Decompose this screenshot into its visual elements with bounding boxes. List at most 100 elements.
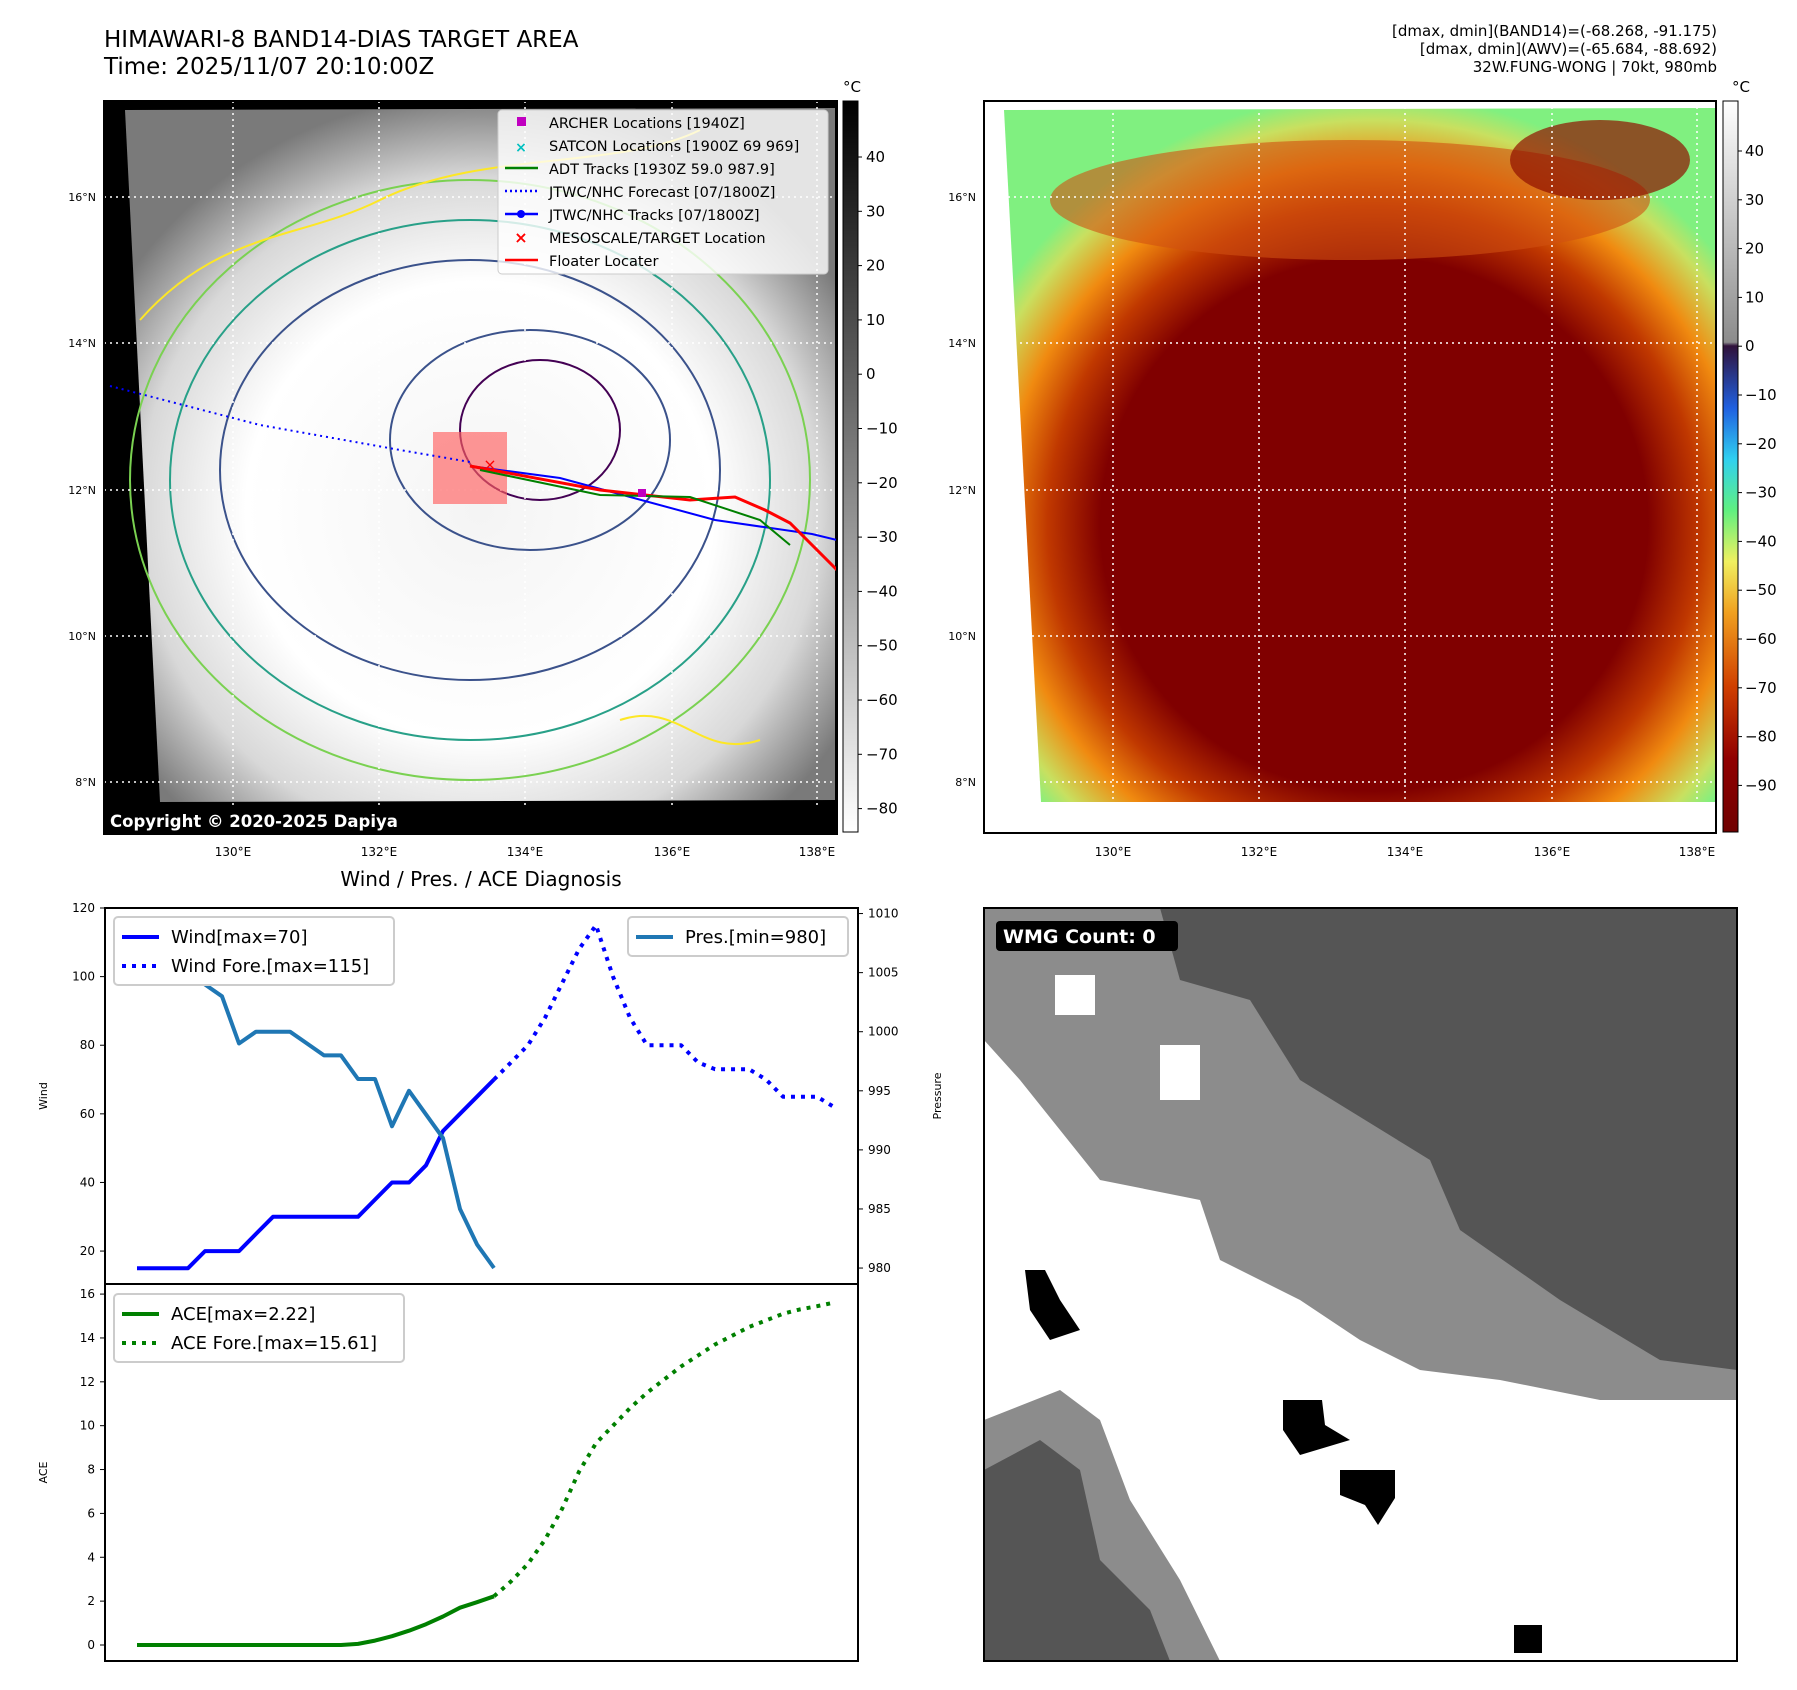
lat-label: 10°N	[948, 630, 976, 643]
wmg-count-label: WMG Count: 0	[1003, 926, 1156, 948]
lon-label: 134°E	[507, 845, 544, 859]
lat-label: 14°N	[68, 337, 96, 350]
y-right-tick-label: 990	[868, 1143, 891, 1157]
lon-label: 130°E	[1095, 845, 1132, 859]
series-line-wind	[137, 1078, 496, 1271]
legend-label: Wind[max=70]	[171, 927, 308, 948]
legend-label: ACE[max=2.22]	[171, 1304, 315, 1325]
colorbar-tick-label: −70	[1745, 679, 1777, 697]
colorbar-tick-label: −10	[866, 420, 898, 438]
y-tick-label: 4	[87, 1550, 95, 1564]
chart-title: Wind / Pres. / ACE Diagnosis	[340, 867, 621, 891]
legend-label: Pres.[min=980]	[685, 927, 826, 948]
lat-labels-right: 16°N 14°N 12°N 10°N 8°N	[948, 191, 976, 789]
ace-chart: 0 2 4 6 8 10 12 14 16 ACE ACE[max=2.22] ACE Fore.[m…	[37, 1283, 859, 1662]
legend-label: Wind Fore.[max=115]	[171, 956, 369, 977]
y-tick-label: 2	[87, 1594, 95, 1608]
colorbar-tick-label: −80	[1745, 728, 1777, 746]
figure-time: Time: 2025/11/07 20:10:00Z	[104, 54, 435, 80]
y-tick-label: 20	[80, 1244, 95, 1258]
colorbar-right: °C 40 30 20 10 0 −10 −20 −30 −40 −50 −60 −70 −80 −90	[1722, 78, 1777, 833]
contour-line	[389, 329, 671, 551]
wmg-cell	[1025, 1270, 1080, 1340]
series-line-wind-fore-	[492, 923, 836, 1109]
colorbar-tick-label: 30	[866, 202, 885, 220]
colorbar-tick-label: −20	[1745, 435, 1777, 453]
y-axis-label: ACE	[37, 1461, 50, 1483]
ir-map-right	[984, 101, 1716, 833]
colorbar-tick-label: −80	[866, 800, 898, 818]
series-line-ace	[137, 1594, 495, 1647]
info-block: [dmax, dmin](BAND14)=(-68.268, -91.175) …	[1392, 22, 1717, 76]
lon-labels-left: 130°E 132°E 134°E 136°E 138°E	[215, 845, 836, 859]
wmg-cell	[1514, 1625, 1542, 1653]
colorbar-tick-label: 20	[866, 257, 885, 275]
info-band14: [dmax, dmin](BAND14)=(-68.268, -91.175)	[1392, 22, 1717, 40]
colorbar-tick-label: 30	[1745, 191, 1764, 209]
colorbar-tick-label: −60	[866, 691, 898, 709]
chart-legend	[113, 916, 395, 986]
floater-track	[469, 464, 837, 572]
square-marker-icon	[517, 117, 526, 126]
info-awv: [dmax, dmin](AWV)=(-65.684, -88.692)	[1419, 40, 1717, 58]
legend-label: JTWC/NHC Tracks [07/1800Z]	[548, 208, 760, 224]
legend-label: Floater Locater	[549, 254, 658, 270]
wmg-cell	[1340, 1470, 1395, 1525]
lat-label: 14°N	[948, 337, 976, 350]
lon-label: 132°E	[361, 845, 398, 859]
archer-marker	[638, 489, 646, 497]
y-right-tick-label: 985	[868, 1202, 891, 1216]
y-right-tick-label: 995	[868, 1084, 891, 1098]
legend-label: ACE Fore.[max=15.61]	[171, 1333, 377, 1354]
y-tick-label: 100	[72, 970, 95, 984]
y-tick-label: 60	[80, 1107, 95, 1121]
legend-label: ADT Tracks [1930Z 59.0 987.9]	[549, 162, 775, 178]
colorbar-tick-label: −50	[1745, 581, 1777, 599]
storm-info: 32W.FUNG-WONG | 70kt, 980mb	[1472, 58, 1717, 76]
colorbar-left: °C 40 30 20 10 0 −10 −20 −30 −40 −50 −60 −70 −80	[842, 78, 898, 833]
wmg-panel	[984, 908, 1737, 1661]
copyright-label: Copyright © 2020-2025 Dapiya	[110, 812, 398, 831]
lon-label: 136°E	[654, 845, 691, 859]
jtwc-track	[469, 465, 837, 541]
legend-label: MESOSCALE/TARGET Location	[549, 231, 766, 247]
colorbar-tick-label: 40	[1745, 142, 1764, 160]
colorbar-tick-label: 0	[866, 365, 876, 383]
lat-label: 12°N	[68, 484, 96, 497]
y-tick-label: 8	[87, 1463, 95, 1477]
colorbar-tick-label: 20	[1745, 240, 1764, 258]
y-tick-label: 40	[80, 1175, 95, 1189]
contour-line	[459, 359, 621, 501]
wmg-cell	[1283, 1400, 1350, 1455]
colorbar-tick-label: −50	[866, 637, 898, 655]
y-tick-label: 16	[80, 1287, 95, 1301]
contour-line	[129, 179, 811, 781]
y-right-tick-label: 1005	[868, 966, 899, 980]
lat-label: 8°N	[75, 776, 96, 789]
lon-label: 138°E	[799, 845, 836, 859]
colorbar-tick-label: −90	[1745, 776, 1777, 794]
colorbar-tick-label: −20	[866, 474, 898, 492]
lon-labels-right: 130°E 132°E 134°E 136°E 138°E	[1095, 845, 1716, 859]
contour-line	[219, 259, 721, 681]
legend-label: JTWC/NHC Forecast [07/1800Z]	[548, 185, 775, 201]
lon-label: 132°E	[1241, 845, 1278, 859]
wind-pressure-chart: 20 40 60 80 100 120 980 985 990 995 1000 1005 1010 Pr…	[37, 901, 944, 1285]
y-right-tick-label: 1000	[868, 1025, 899, 1039]
colorbar-tick-label: −30	[1745, 484, 1777, 502]
colorbar-tick-label: 40	[866, 148, 885, 166]
y-tick-label: 12	[80, 1375, 95, 1389]
colorbar-tick-label: 10	[866, 311, 885, 329]
lat-label: 16°N	[68, 191, 96, 204]
lat-label: 16°N	[948, 191, 976, 204]
lon-label: 138°E	[1679, 845, 1716, 859]
figure-title: HIMAWARI-8 BAND14-DIAS TARGET AREA	[104, 27, 579, 53]
chart-legend	[113, 1293, 405, 1363]
y-right-tick-label: 980	[868, 1261, 891, 1275]
colorbar-tick-label: −70	[866, 745, 898, 763]
y-tick-label: 0	[87, 1638, 95, 1652]
lon-label: 134°E	[1387, 845, 1424, 859]
grid-lines	[984, 101, 1716, 833]
y-tick-label: 80	[80, 1038, 95, 1052]
